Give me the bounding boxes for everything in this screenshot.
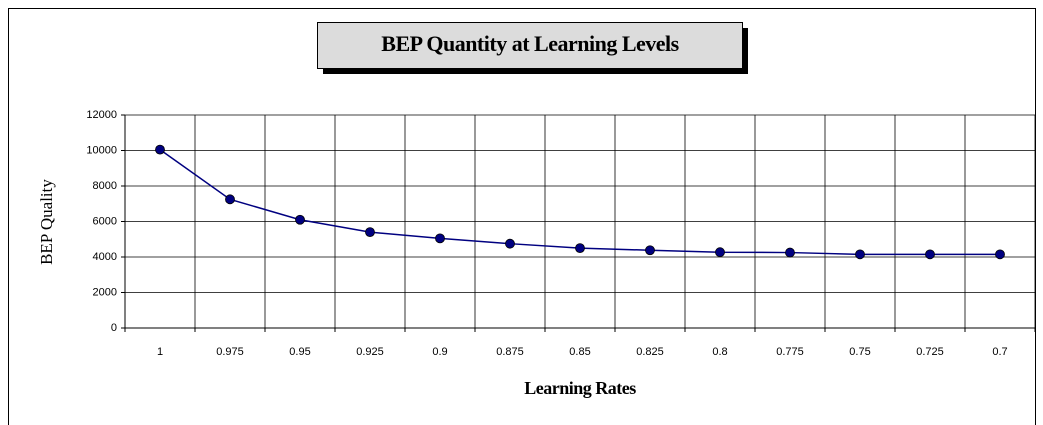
marker: [715, 247, 725, 258]
x-tick-label: 0.825: [636, 346, 664, 358]
x-tick-label: 0.725: [916, 346, 944, 358]
x-tick-label: 0.85: [569, 346, 590, 358]
y-tick-label: 2000: [93, 286, 117, 298]
y-tick-label: 4000: [93, 251, 117, 263]
marker: [365, 227, 375, 238]
x-tick-label: 0.75: [849, 346, 870, 358]
y-axis-label: BEP Quality: [37, 179, 56, 265]
x-tick-label: 0.95: [289, 346, 310, 358]
marker: [505, 238, 515, 249]
x-tick-label: 0.7: [992, 346, 1007, 358]
marker: [925, 249, 935, 260]
x-tick-label: 0.8: [712, 346, 727, 358]
marker: [645, 245, 655, 256]
y-tick-label: 12000: [86, 109, 117, 121]
marker: [855, 249, 865, 260]
marker: [155, 144, 165, 155]
x-axis-label: Learning Rates: [524, 378, 636, 398]
x-tick-label: 0.925: [356, 346, 384, 358]
x-tick-label: 0.975: [216, 346, 244, 358]
chart-border: [8, 8, 1036, 425]
y-tick-label: 8000: [93, 180, 117, 192]
y-tick-label: 6000: [93, 215, 117, 227]
x-tick-label: 0.775: [776, 346, 804, 358]
y-tick-label: 10000: [86, 144, 117, 156]
marker: [995, 249, 1005, 260]
marker: [435, 233, 445, 244]
x-tick-label: 0.9: [432, 346, 447, 358]
marker: [225, 194, 235, 205]
x-tick-label: 0.875: [496, 346, 524, 358]
marker: [785, 247, 795, 258]
y-tick-label: 0: [111, 322, 117, 334]
x-tick-label: 1: [157, 346, 163, 358]
marker: [295, 214, 305, 225]
title-box: [317, 22, 743, 69]
chart-title: BEP Quantity at Learning Levels: [381, 31, 679, 56]
marker: [575, 243, 585, 254]
